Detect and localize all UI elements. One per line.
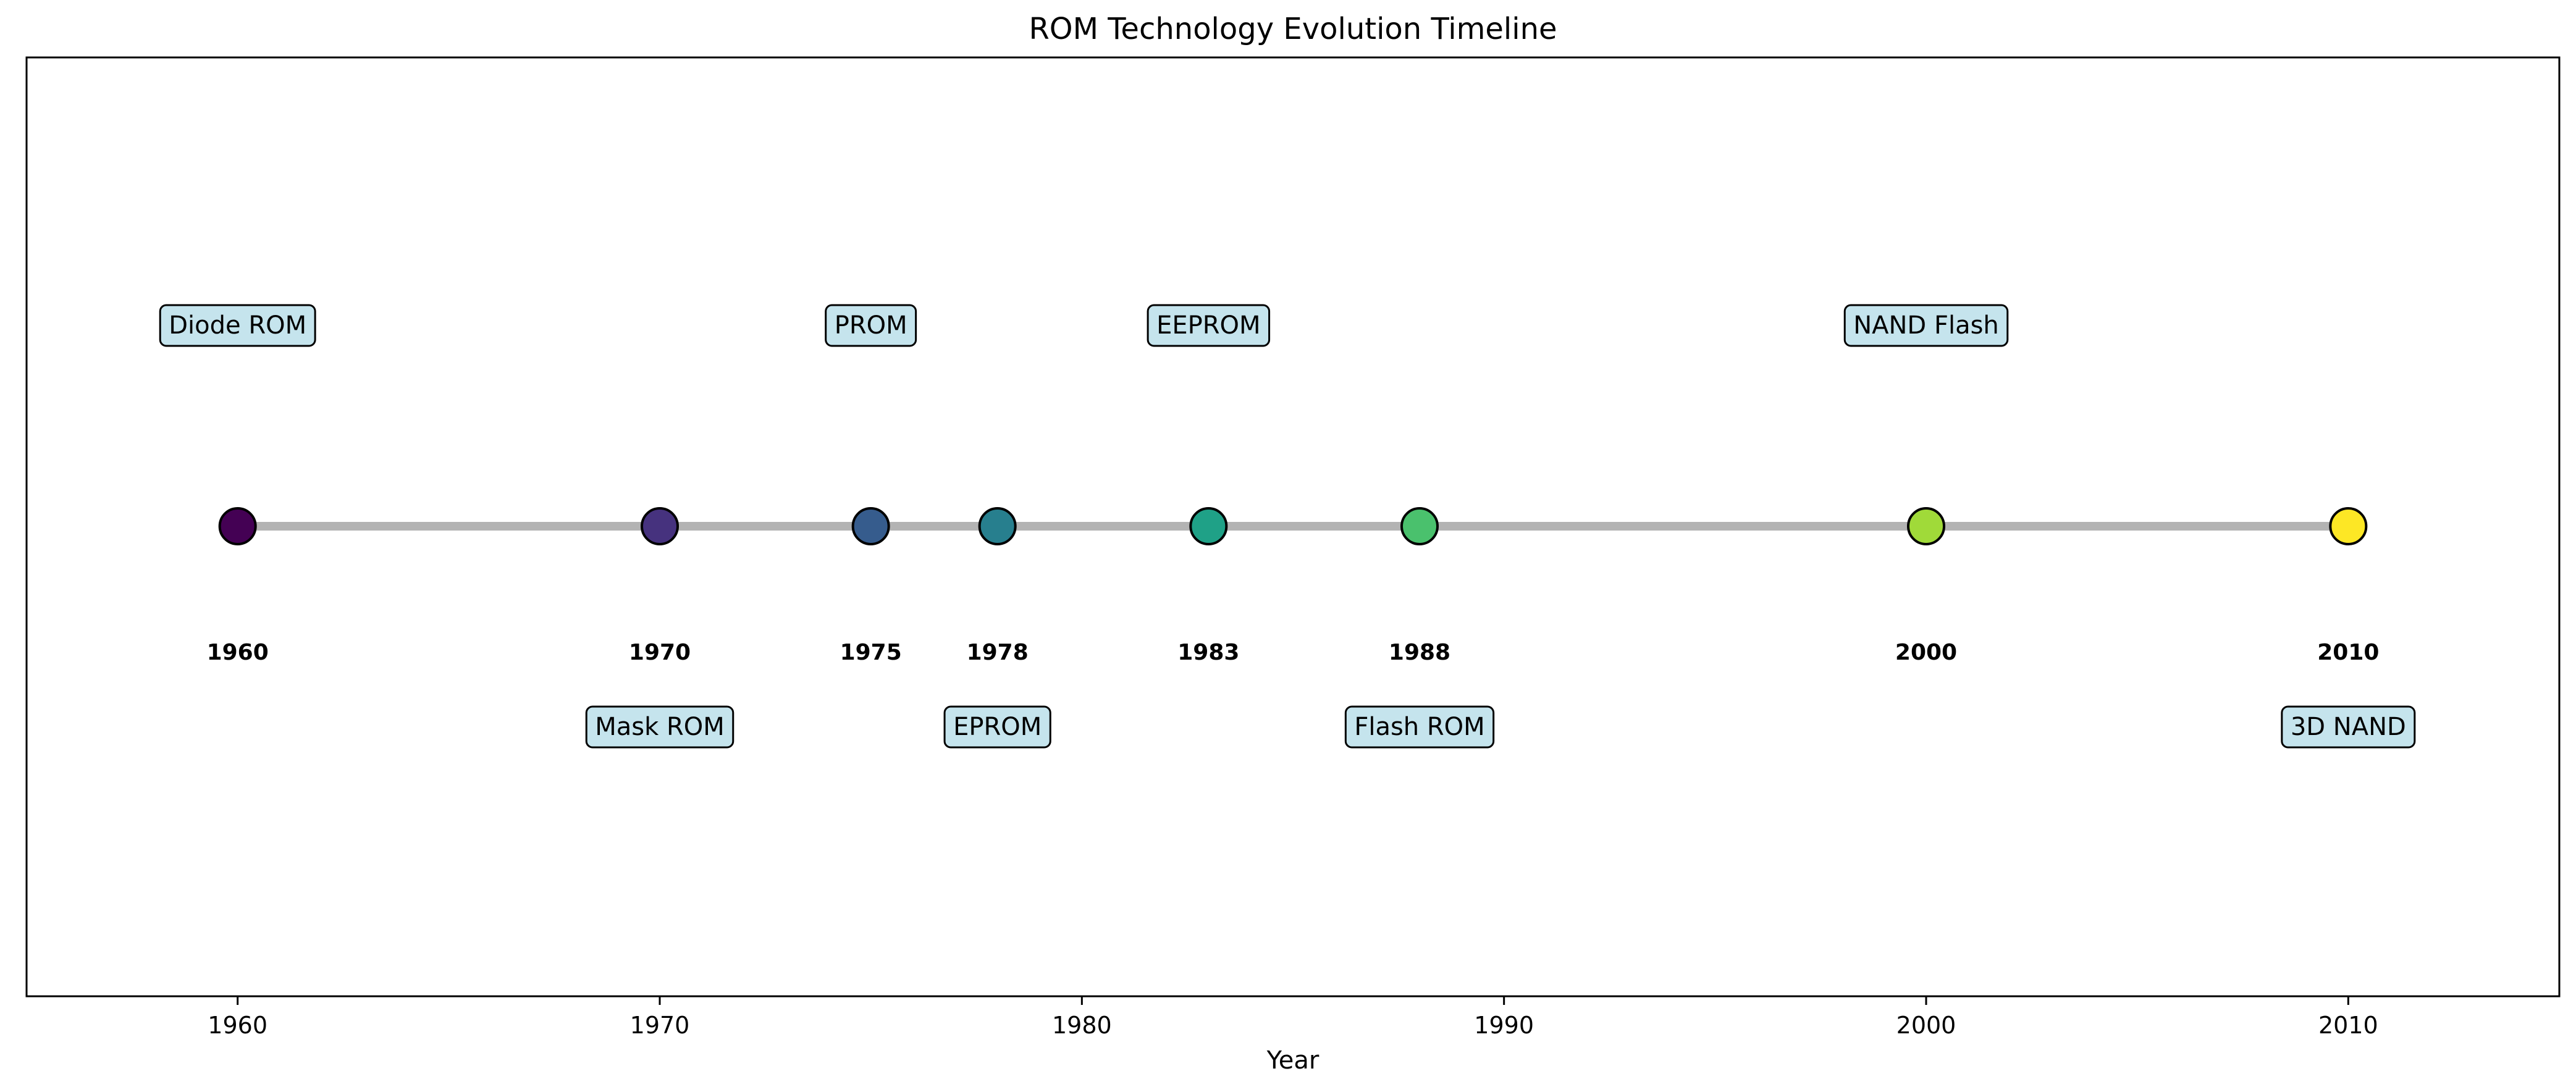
event-markers: 1960 Diode ROM 1970 Mask ROM 1975 PROM 1978 EPR… <box>159 304 2416 749</box>
event-marker <box>641 507 679 545</box>
event-label-box <box>1147 304 1271 347</box>
x-tick-label: 1970 <box>630 1012 690 1039</box>
plot-area <box>25 56 2561 998</box>
event-label-box <box>2281 705 2416 749</box>
event-label-box <box>585 705 734 749</box>
event-label: PROM <box>835 311 907 340</box>
event-marker <box>851 507 890 545</box>
x-tick-label: 1990 <box>1474 1012 1534 1039</box>
event-label: NAND Flash <box>1853 311 1999 340</box>
event-marker <box>1400 507 1439 545</box>
event-label: Diode ROM <box>169 311 306 340</box>
year-label: 1983 <box>1177 640 1239 665</box>
event-marker <box>218 507 257 545</box>
year-label: 1970 <box>629 640 691 665</box>
event-label-box <box>943 705 1051 749</box>
x-axis-label: Year <box>1266 1046 1320 1075</box>
event-label-box <box>1843 304 2009 347</box>
event-label: Mask ROM <box>595 713 725 741</box>
event-marker <box>978 507 1017 545</box>
event-label: 3D NAND <box>2291 713 2406 741</box>
x-tick-label: 1960 <box>208 1012 267 1039</box>
event-label-box <box>825 304 917 347</box>
x-tick-label: 1980 <box>1052 1012 1112 1039</box>
event-marker <box>1189 507 1228 545</box>
x-tick-label: 2010 <box>2318 1012 2378 1039</box>
year-label: 1975 <box>840 640 902 665</box>
x-tick-label: 2000 <box>1896 1012 1956 1039</box>
event-label: EEPROM <box>1156 311 1260 340</box>
chart-title: ROM Technology Evolution Timeline <box>1029 12 1557 46</box>
event-marker <box>2329 507 2368 545</box>
event-label: EPROM <box>953 713 1042 741</box>
event-label-box <box>1344 705 1495 749</box>
year-label: 2000 <box>1895 640 1957 665</box>
x-axis: 1960 1970 1980 1990 2000 2010 <box>208 996 2378 1039</box>
year-label: 1960 <box>207 640 269 665</box>
year-label: 1978 <box>967 640 1029 665</box>
year-label: 1988 <box>1389 640 1450 665</box>
event-label: Flash ROM <box>1354 713 1484 741</box>
event-marker <box>1907 507 1945 545</box>
year-label: 2010 <box>2317 640 2379 665</box>
event-label-box <box>159 304 316 347</box>
